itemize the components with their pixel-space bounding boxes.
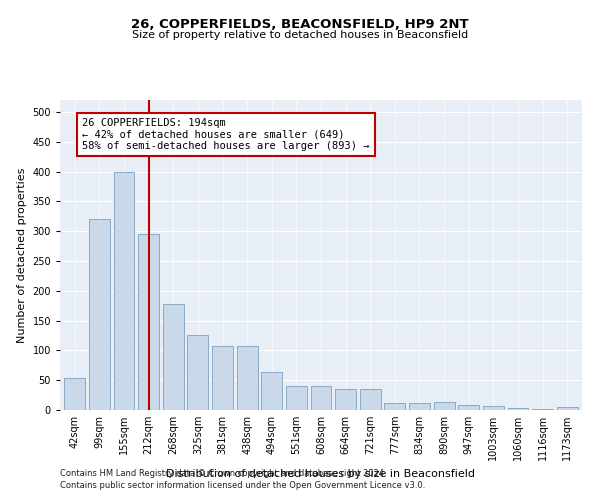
- Bar: [311, 386, 331, 410]
- Bar: [187, 336, 208, 410]
- Bar: [557, 407, 578, 410]
- Y-axis label: Number of detached properties: Number of detached properties: [17, 168, 27, 342]
- Bar: [236, 346, 257, 410]
- Bar: [212, 346, 233, 410]
- Text: Contains public sector information licensed under the Open Government Licence v3: Contains public sector information licen…: [60, 481, 425, 490]
- Bar: [286, 386, 307, 410]
- Bar: [508, 408, 529, 410]
- X-axis label: Distribution of detached houses by size in Beaconsfield: Distribution of detached houses by size …: [167, 468, 476, 478]
- Text: Size of property relative to detached houses in Beaconsfield: Size of property relative to detached ho…: [132, 30, 468, 40]
- Text: 26 COPPERFIELDS: 194sqm
← 42% of detached houses are smaller (649)
58% of semi-d: 26 COPPERFIELDS: 194sqm ← 42% of detache…: [82, 118, 370, 151]
- Bar: [89, 219, 110, 410]
- Bar: [163, 304, 184, 410]
- Bar: [64, 378, 85, 410]
- Text: 26, COPPERFIELDS, BEACONSFIELD, HP9 2NT: 26, COPPERFIELDS, BEACONSFIELD, HP9 2NT: [131, 18, 469, 30]
- Bar: [409, 403, 430, 410]
- Bar: [261, 372, 282, 410]
- Bar: [113, 172, 134, 410]
- Bar: [385, 403, 406, 410]
- Text: Contains HM Land Registry data © Crown copyright and database right 2024.: Contains HM Land Registry data © Crown c…: [60, 468, 386, 477]
- Bar: [335, 388, 356, 410]
- Bar: [360, 388, 381, 410]
- Bar: [483, 406, 504, 410]
- Bar: [434, 402, 455, 410]
- Bar: [458, 404, 479, 410]
- Bar: [138, 234, 159, 410]
